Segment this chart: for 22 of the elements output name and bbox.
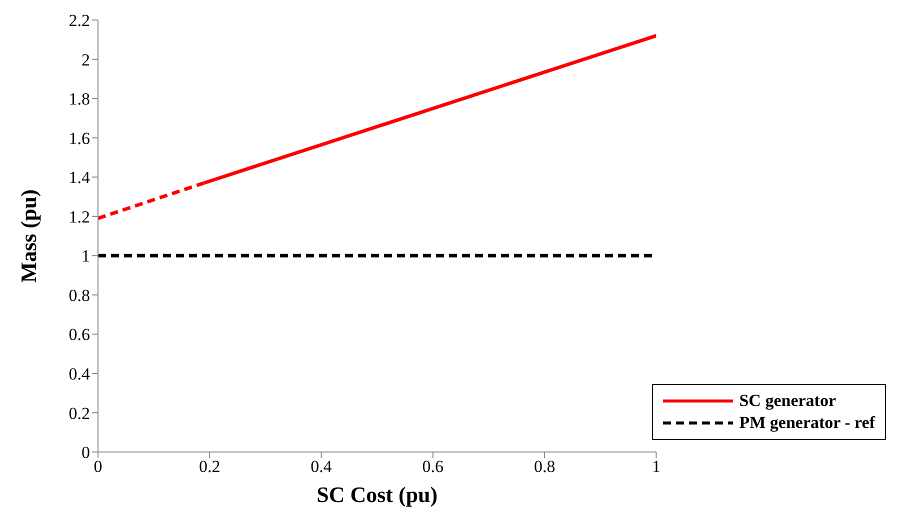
x-tick-label: 0.4 [310,457,332,476]
legend-label: SC generator [739,391,836,411]
y-tick-label: 1.4 [68,168,90,188]
x-tick-label: 0.2 [199,457,220,476]
y-tick-label: 0 [82,443,90,462]
y-tick-label: 0.4 [68,364,90,384]
x-axis-title: SC Cost (pu) [316,482,438,507]
y-axis-title: Mass (pu) [16,189,41,283]
y-tick-label: 0.2 [68,404,90,423]
y-tick-label: 1.8 [68,90,90,109]
y-tick-label: 0.8 [68,286,90,305]
y-tick-label: 1 [82,246,90,266]
y-tick-label: 2 [82,50,90,70]
legend-label: PM generator - ref [739,413,875,433]
y-tick-label: 1.2 [68,207,90,226]
x-tick-label: 0.6 [422,457,444,476]
y-tick-label: 1.6 [68,128,90,148]
x-tick-label: 1 [652,457,660,476]
x-tick-label: 0.8 [534,457,556,476]
x-tick-label: 0 [94,457,102,476]
y-tick-label: 2.2 [68,11,90,30]
y-tick-label: 0.6 [68,325,90,344]
